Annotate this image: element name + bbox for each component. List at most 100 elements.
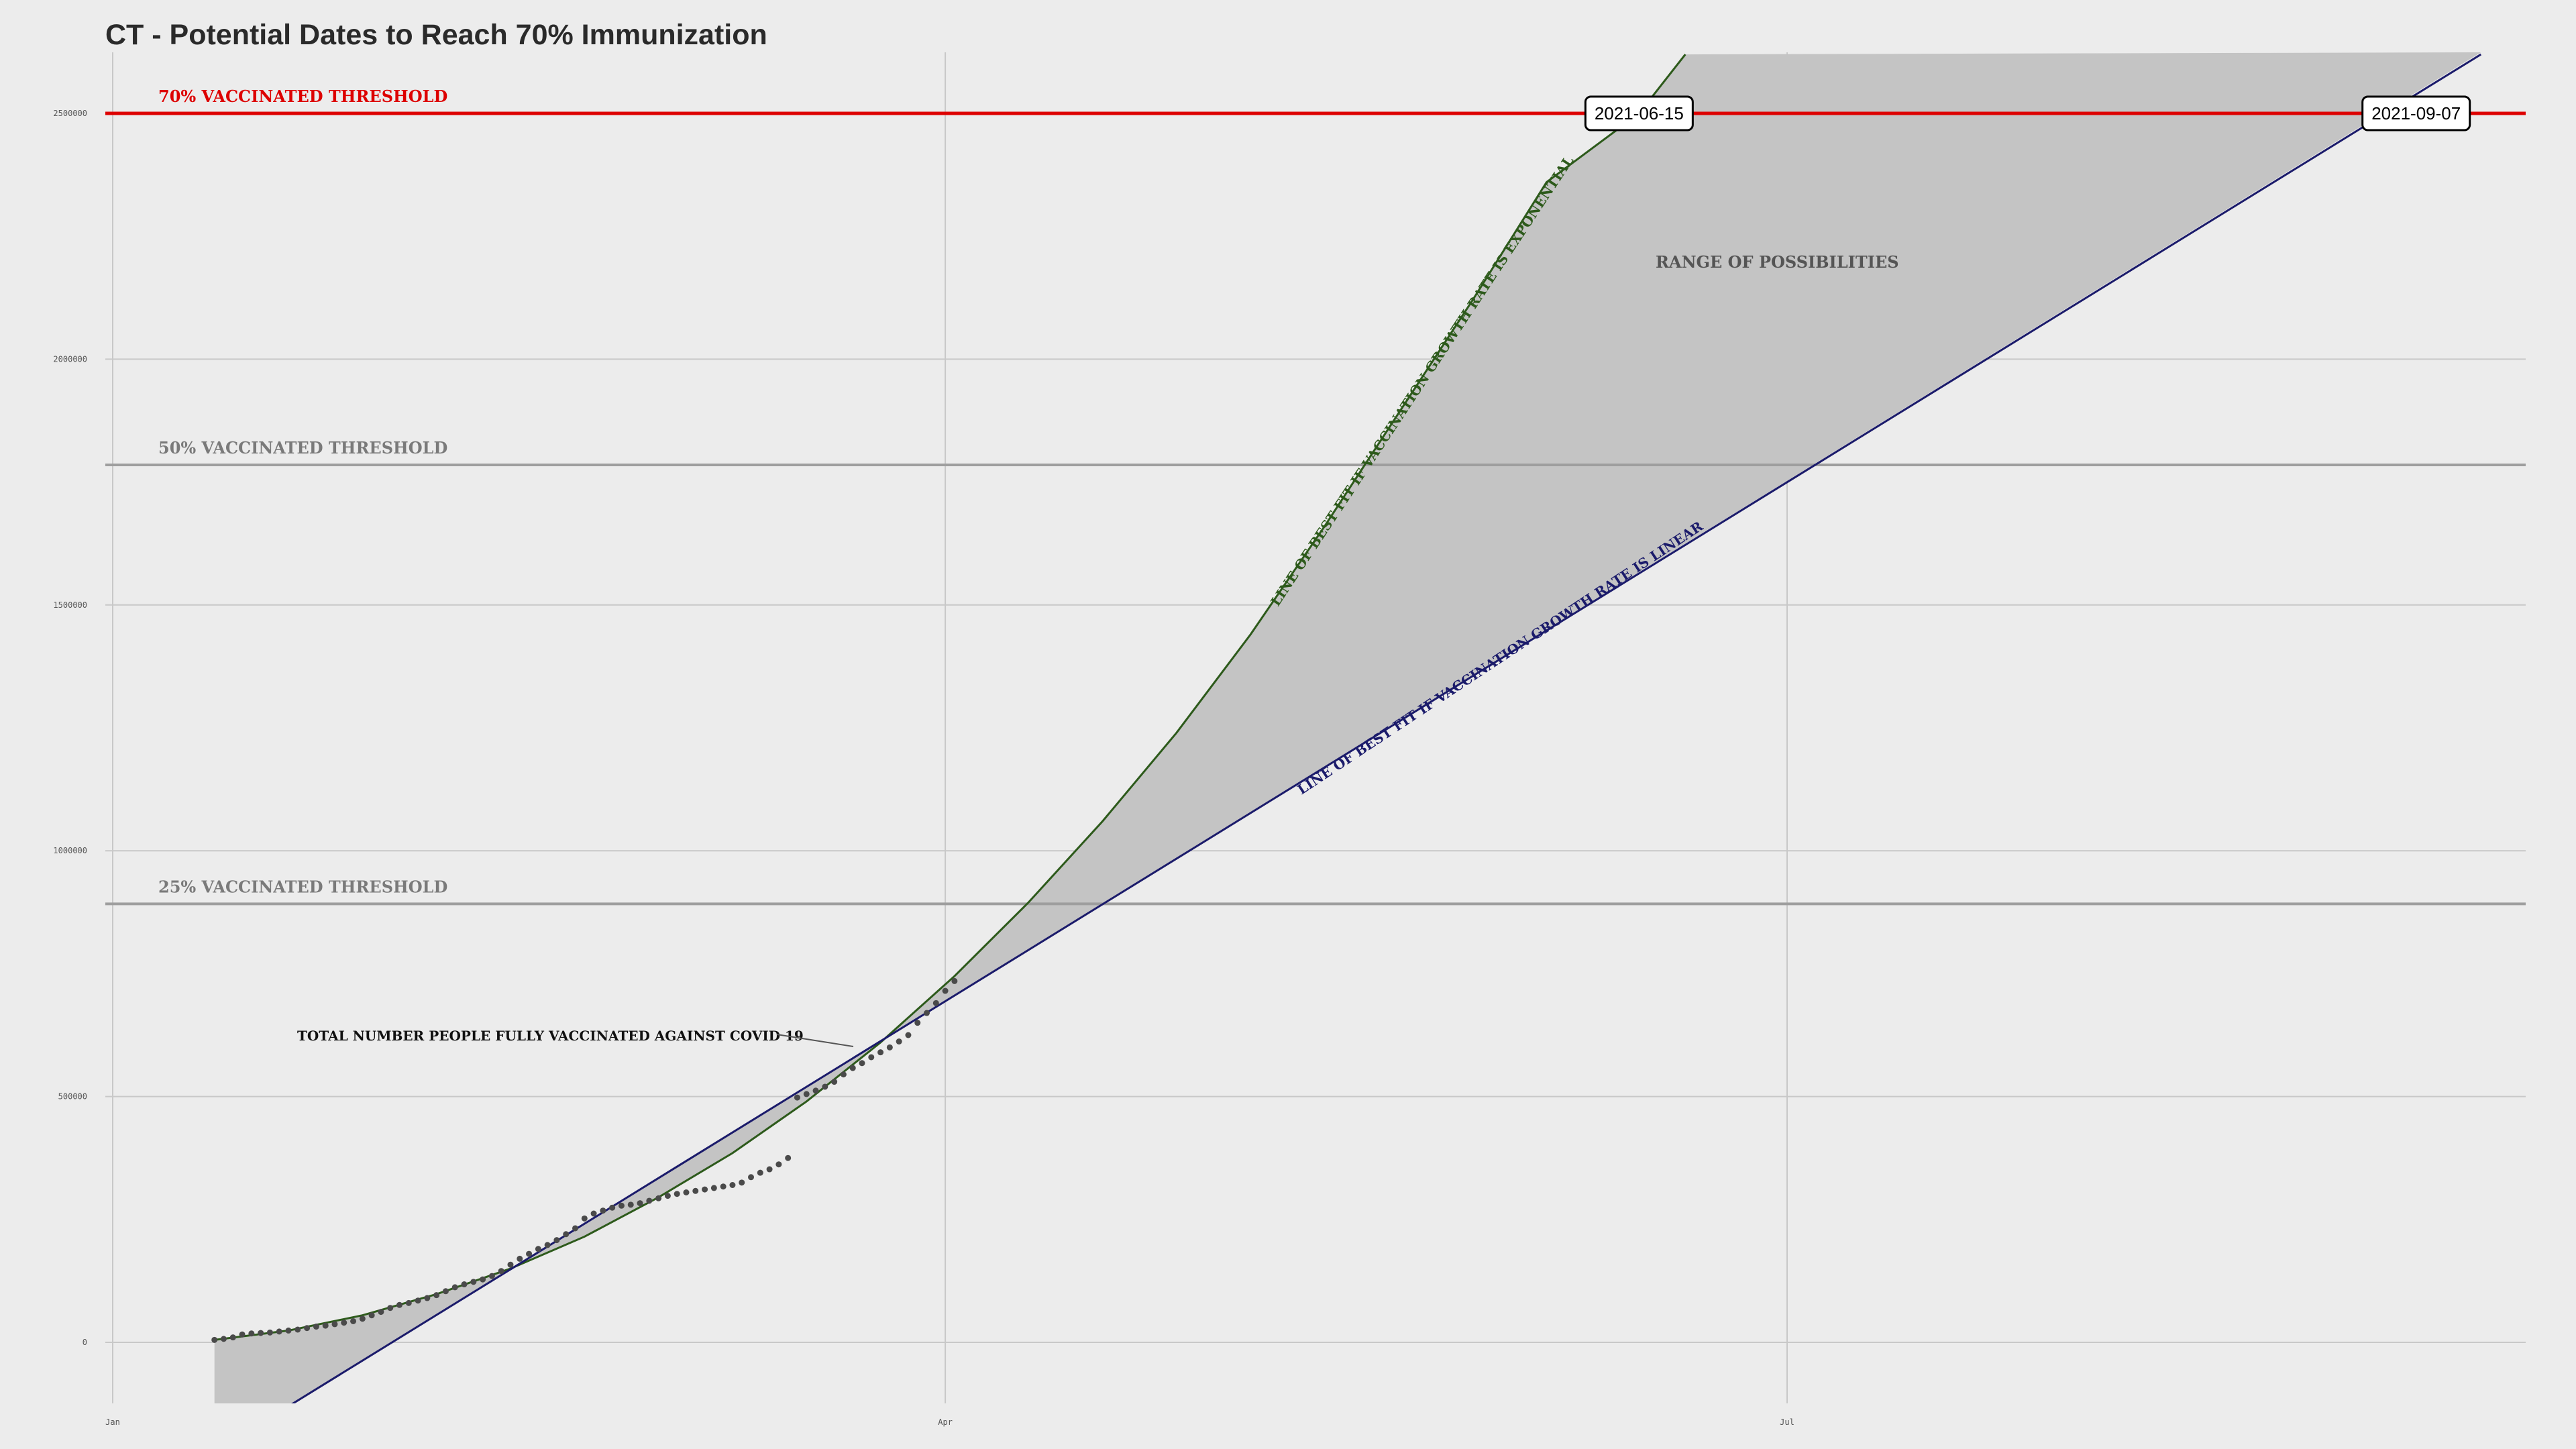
observed-series-label: TOTAL NUMBER PEOPLE FULLY VACCINATED AGA… [297,1028,804,1044]
fit-lines [214,53,2482,1403]
range-of-possibilities-area [214,52,2481,1403]
threshold-lines: 70% VACCINATED THRESHOLD 50% VACCINATED T… [105,87,2526,906]
observed-point [729,1182,736,1189]
observed-point [822,1083,828,1090]
observed-point [535,1246,541,1252]
observed-point [405,1299,412,1306]
observed-point [248,1330,255,1337]
observed-point [849,1065,856,1071]
observed-point [951,977,958,984]
observed-point [229,1334,236,1341]
observed-point [415,1297,421,1304]
observed-point [859,1060,865,1067]
observed-point [886,1044,893,1051]
observed-point [664,1193,671,1199]
observed-point [748,1174,755,1181]
observed-point [942,987,949,994]
observed-point [775,1161,782,1168]
observed-point [424,1295,431,1301]
observed-point [572,1225,578,1232]
threshold-label: 70% VACCINATED THRESHOLD [158,87,447,106]
observed-point [359,1316,366,1322]
observed-point [313,1324,319,1330]
observed-point [480,1276,486,1283]
observed-point [914,1020,921,1026]
date-label: 2021-06-15 [1595,103,1684,123]
observed-point [600,1208,606,1214]
observed-point [702,1186,708,1193]
chart-title: CT - Potential Dates to Reach 70% Immuni… [105,19,767,51]
observed-point [563,1231,570,1238]
observed-point [396,1301,402,1308]
observed-point [304,1325,311,1332]
observed-series [211,977,958,1343]
y-tick-label: 1500000 [53,600,87,610]
date-label: 2021-09-07 [2371,103,2461,123]
observed-point [637,1200,643,1207]
observed-point [757,1169,763,1176]
observed-leader-line [776,1034,854,1047]
y-tick-label: 2500000 [53,109,87,118]
observed-point [266,1329,273,1336]
observed-point [932,1000,939,1006]
observed-point [655,1195,662,1201]
observed-point [276,1328,282,1335]
date-label-box [2361,95,2471,131]
observed-point [794,1094,800,1101]
observed-point [387,1305,394,1311]
y-tick-label: 500000 [58,1092,87,1102]
observed-point [507,1261,514,1268]
threshold-label: 50% VACCINATED THRESHOLD [158,438,447,458]
axis-ticks: 0 500000 1000000 1500000 2000000 2500000 Jan Ap… [53,109,1794,1427]
y-tick-label: 0 [83,1338,87,1347]
observed-point [211,1336,218,1343]
observed-point [618,1202,625,1209]
observed-point [924,1010,930,1016]
observed-point [905,1032,912,1038]
observed-point [461,1281,468,1288]
observed-point [294,1326,301,1333]
observed-point [258,1330,264,1336]
observed-point [239,1331,246,1338]
observed-point [322,1322,329,1329]
observed-point [739,1179,745,1186]
observed-point [627,1201,634,1208]
observed-point [683,1189,690,1195]
observed-point [609,1204,616,1211]
x-tick-label: Jan [105,1417,120,1427]
observed-point [285,1327,292,1334]
date-label-box [1584,95,1694,131]
observed-point [766,1166,773,1173]
observed-point [368,1312,375,1319]
observed-point [451,1284,458,1291]
range-label: RANGE OF POSSIBILITIES [1656,252,1899,272]
observed-point [433,1292,440,1299]
observed-point [812,1087,819,1094]
threshold-label: 25% VACCINATED THRESHOLD [158,877,447,896]
observed-point [488,1273,495,1279]
exponential-fit-line [214,54,1686,1341]
observed-point [646,1197,653,1204]
observed-point [868,1054,875,1061]
observed-point [710,1185,717,1191]
observed-point [331,1321,338,1328]
observed-point [341,1320,347,1326]
observed-point [553,1237,560,1244]
observed-point [590,1210,597,1217]
observed-point [720,1183,727,1190]
observed-point [378,1309,384,1316]
observed-point [470,1279,477,1285]
observed-point [692,1187,699,1194]
observed-point [517,1255,523,1262]
linear-fit-line [291,53,2482,1403]
observed-point [831,1079,838,1085]
range-band [214,52,2481,1403]
y-tick-label: 2000000 [53,354,87,364]
observed-point [442,1288,449,1295]
x-tick-label: Jul [1780,1417,1794,1427]
observed-point [785,1155,792,1161]
observed-point [581,1215,588,1222]
observed-point [674,1191,680,1197]
observed-point [526,1250,533,1257]
